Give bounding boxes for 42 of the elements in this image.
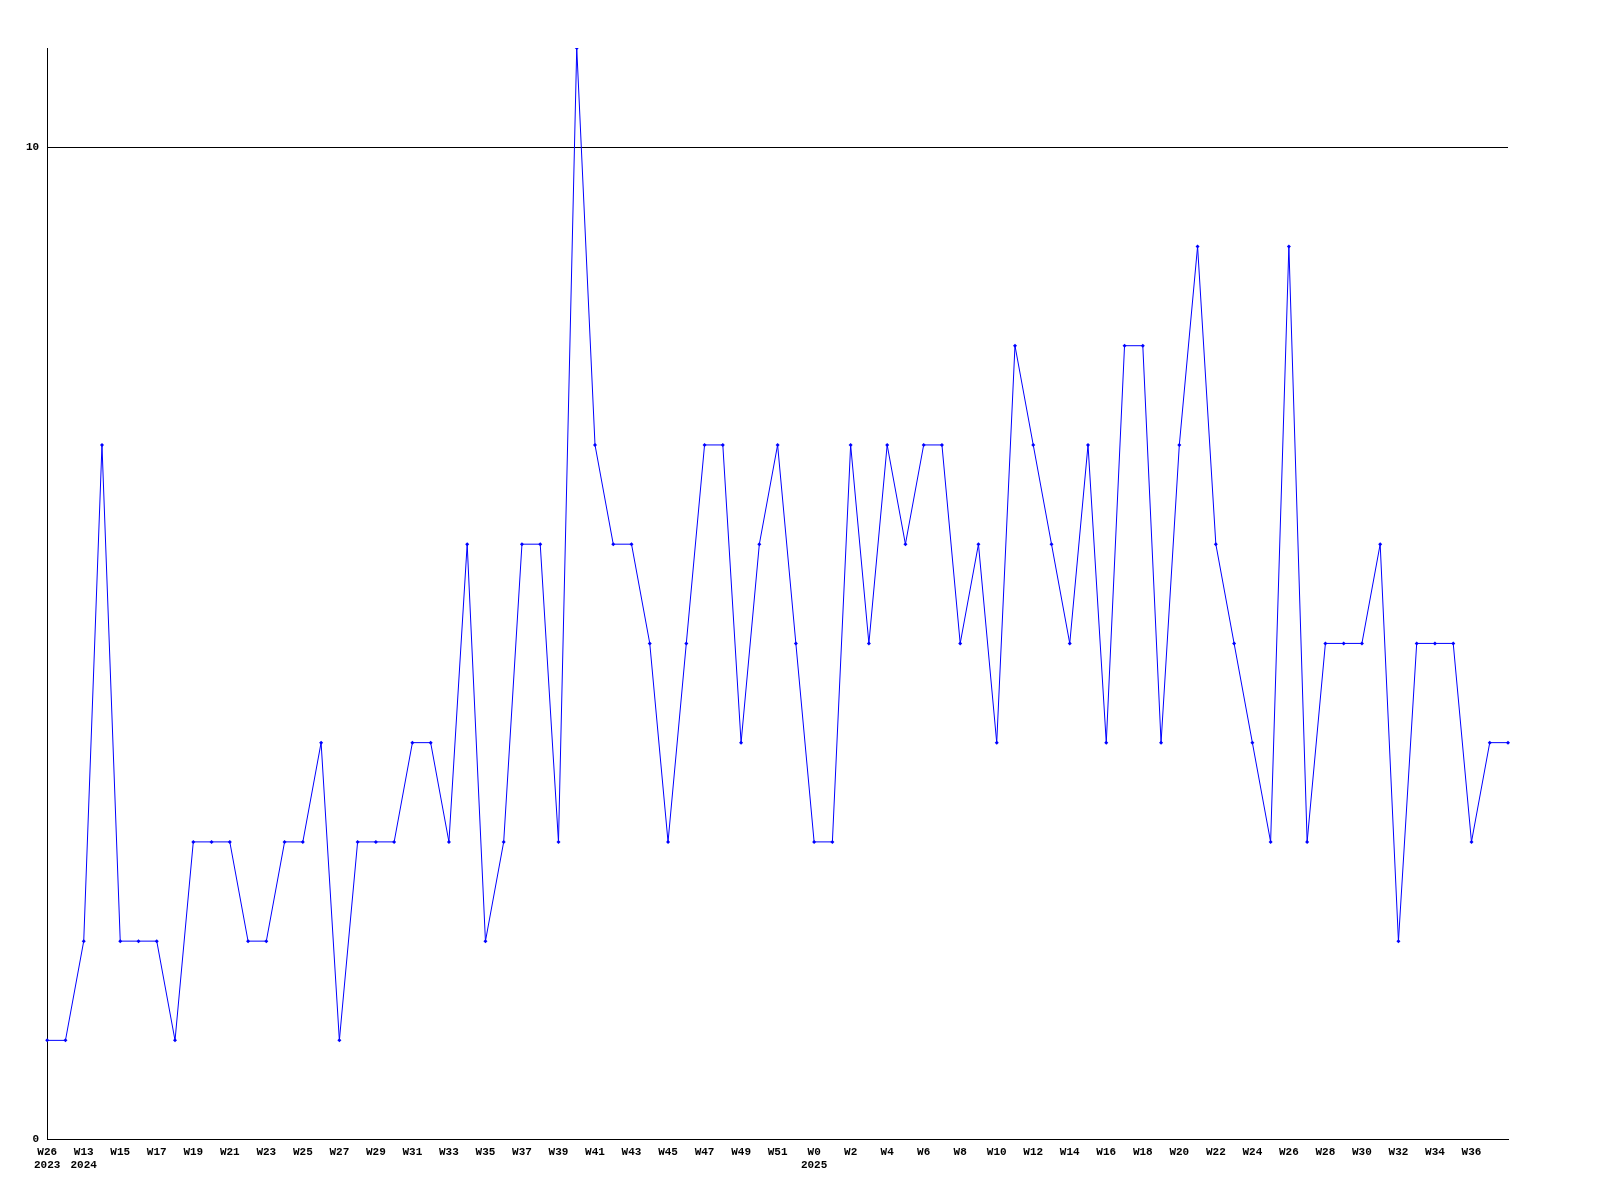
x-tick-label: W35	[475, 1145, 496, 1158]
x-tick-label: W14	[1059, 1145, 1081, 1158]
x-tick-label: W37	[512, 1145, 532, 1158]
x-tick-label: W47	[694, 1145, 715, 1158]
x-tick-label: W25	[292, 1145, 314, 1158]
x-tick-label: W51	[767, 1145, 788, 1158]
x-tick-label: W34	[1425, 1145, 1446, 1158]
x-tick-label: W20	[1169, 1145, 1190, 1158]
x-tick-label: W36	[1461, 1145, 1482, 1158]
x-tick-label: W13 2024	[70, 1145, 98, 1172]
x-tick-label: W41	[585, 1145, 606, 1158]
x-tick-label: W18	[1132, 1145, 1154, 1158]
x-tick-label: W16	[1096, 1145, 1117, 1158]
x-tick-label: W12	[1023, 1145, 1044, 1158]
x-tick-label: W43	[621, 1145, 642, 1158]
x-tick-label: W26 2023	[34, 1145, 61, 1172]
y-tick-label: 10	[26, 141, 40, 153]
x-tick-label: W26	[1278, 1145, 1299, 1158]
x-tick-label: W6	[917, 1145, 931, 1158]
x-tick-label: W4	[880, 1145, 895, 1158]
x-tick-label: W27	[329, 1145, 350, 1158]
x-tick-label: W45	[658, 1145, 679, 1158]
x-tick-label: W49	[731, 1145, 751, 1158]
x-tick-label: W33	[439, 1145, 460, 1158]
x-tick-label: W15	[110, 1145, 131, 1158]
x-tick-label: W39	[548, 1145, 569, 1158]
x-tick-label: W19	[183, 1145, 204, 1158]
x-tick-label: W21	[219, 1145, 241, 1158]
x-tick-label: W17	[146, 1145, 167, 1158]
y-tick-label: 0	[32, 1133, 40, 1146]
x-tick-label: W0 2025	[800, 1145, 828, 1172]
x-tick-label: W31	[402, 1145, 423, 1158]
x-tick-label: W8	[953, 1145, 968, 1158]
x-tick-label: W30	[1352, 1145, 1372, 1158]
x-tick-label: W29	[365, 1145, 386, 1158]
x-tick-label: W28	[1315, 1145, 1336, 1158]
x-tick-label: W23	[256, 1145, 277, 1158]
x-tick-label: W24	[1242, 1145, 1263, 1158]
x-tick-label: W10	[986, 1145, 1007, 1158]
x-tick-label: W22	[1205, 1145, 1226, 1158]
x-tick-label: W2	[844, 1145, 858, 1158]
x-tick-label: W32	[1388, 1145, 1409, 1158]
